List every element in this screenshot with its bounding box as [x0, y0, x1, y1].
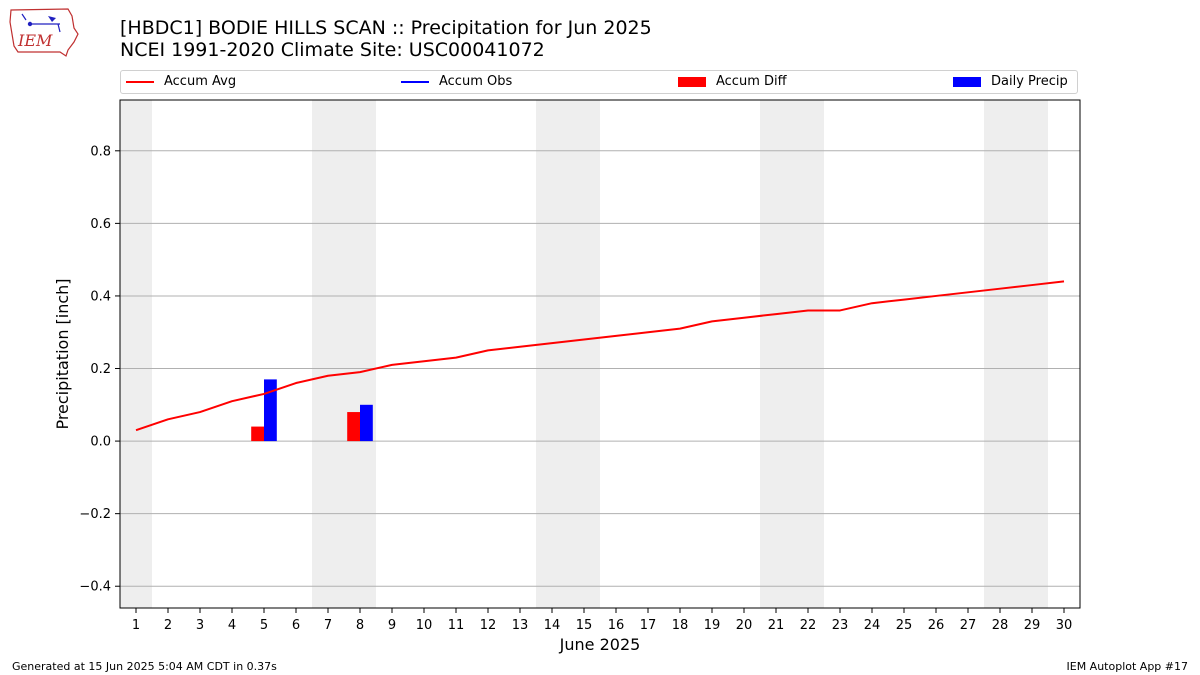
weekend-band [344, 100, 376, 608]
x-tick-label: 4 [228, 618, 236, 633]
x-tick-label: 3 [196, 618, 204, 633]
x-tick-label: 27 [960, 618, 977, 633]
weekend-band [984, 100, 1016, 608]
x-tick-label: 17 [640, 618, 657, 633]
x-tick-label: 30 [1056, 618, 1073, 633]
x-tick-label: 5 [260, 618, 268, 633]
x-tick-label: 7 [324, 618, 332, 633]
x-tick-label: 2 [164, 618, 172, 633]
footer-app-id: IEM Autoplot App #17 [1066, 660, 1189, 673]
legend-swatch-accum-diff [678, 76, 706, 87]
x-tick-label: 8 [356, 618, 364, 633]
iowa-outline-icon [9, 8, 79, 57]
legend-label-accum-obs: Accum Obs [439, 74, 513, 89]
x-tick-label: 16 [608, 618, 625, 633]
legend-swatch-accum-avg [126, 80, 154, 83]
chart-subtitle: NCEI 1991-2020 Climate Site: USC00041072 [120, 39, 545, 61]
x-tick-label: 12 [480, 618, 497, 633]
y-tick-label: −0.2 [79, 507, 111, 522]
chart-title: [HBDC1] BODIE HILLS SCAN :: Precipitatio… [120, 17, 652, 39]
x-axis-label: June 2025 [559, 635, 641, 654]
legend-swatch-daily-precip [953, 76, 981, 87]
y-tick-label: 0.8 [90, 144, 111, 159]
y-tick-label: 0.2 [90, 362, 111, 377]
x-tick-label: 13 [512, 618, 529, 633]
x-tick-label: 15 [576, 618, 593, 633]
x-tick-label: 28 [992, 618, 1009, 633]
legend: Accum Avg Accum Obs Accum Diff Daily Pre… [120, 70, 1078, 94]
x-tick-label: 20 [736, 618, 753, 633]
legend-label-accum-avg: Accum Avg [164, 74, 237, 89]
plot-frame [119, 99, 1081, 609]
bar-daily-precip-day-5 [264, 379, 277, 442]
logo-text: IEM [17, 31, 53, 50]
line-accum-avg [135, 280, 1065, 432]
bar-daily-precip-day-8 [360, 404, 373, 442]
legend-swatch-accum-obs [401, 80, 429, 83]
legend-label-accum-diff: Accum Diff [716, 74, 787, 89]
legend-item-accum-diff: Accum Diff [678, 74, 787, 89]
weekend-band [760, 100, 792, 608]
legend-item-accum-obs: Accum Obs [401, 74, 512, 89]
y-tick-label: 0.4 [90, 289, 111, 304]
weekend-band [120, 100, 152, 608]
x-tick-label: 24 [864, 618, 881, 633]
x-tick-label: 11 [448, 618, 465, 633]
y-tick-label: 0.0 [90, 435, 111, 450]
bar-accum-diff-day-5 [251, 426, 264, 442]
legend-item-daily-precip: Daily Precip [953, 74, 1068, 89]
x-tick-label: 19 [704, 618, 721, 633]
y-tick-label: 0.6 [90, 217, 111, 232]
x-tick-label: 9 [388, 618, 396, 633]
x-tick-label: 25 [896, 618, 913, 633]
x-tick-label: 21 [768, 618, 785, 633]
wind-vane-icon [21, 13, 27, 21]
x-tick-label: 10 [416, 618, 433, 633]
x-tick-label: 29 [1024, 618, 1041, 633]
weekend-band [536, 100, 568, 608]
legend-item-accum-avg: Accum Avg [126, 74, 236, 89]
legend-label-daily-precip: Daily Precip [991, 74, 1068, 89]
x-tick-label: 23 [832, 618, 849, 633]
x-tick-label: 22 [800, 618, 817, 633]
x-tick-label: 1 [132, 618, 140, 633]
iem-logo: IEM [9, 8, 79, 57]
y-tick-label: −0.4 [79, 580, 111, 595]
weekend-band [312, 100, 344, 608]
x-tick-label: 18 [672, 618, 689, 633]
bar-accum-diff-day-8 [347, 412, 360, 442]
x-tick-label: 26 [928, 618, 945, 633]
weekend-band [792, 100, 824, 608]
weekend-band [568, 100, 600, 608]
y-axis-label: Precipitation [inch] [53, 278, 72, 429]
x-tick-label: 6 [292, 618, 300, 633]
x-tick-label: 14 [544, 618, 561, 633]
footer-generated: Generated at 15 Jun 2025 5:04 AM CDT in … [12, 660, 277, 673]
weekend-band [1016, 100, 1048, 608]
